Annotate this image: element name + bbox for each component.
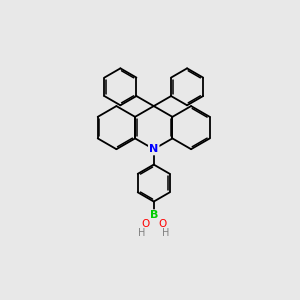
Text: N: N [149,144,158,154]
Text: O: O [158,219,166,229]
Text: H: H [162,228,169,238]
Text: H: H [138,228,146,238]
Text: B: B [150,210,158,220]
Text: O: O [141,219,149,229]
